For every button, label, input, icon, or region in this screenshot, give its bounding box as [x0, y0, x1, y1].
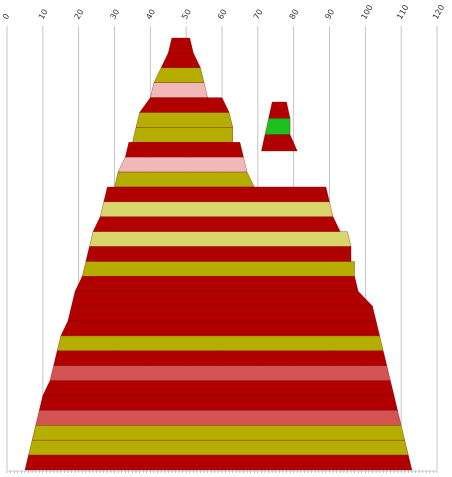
- band-red: [24, 454, 413, 471]
- x-tick-label: 0: [1, 12, 11, 21]
- band-olive: [31, 425, 405, 441]
- x-tick-label: 70: [252, 8, 265, 21]
- band-olive: [135, 112, 233, 128]
- stacked-bands: [24, 37, 413, 471]
- band-red: [42, 380, 395, 396]
- x-tick-label: 80: [288, 8, 301, 21]
- band-olive: [153, 67, 205, 83]
- band-red: [67, 305, 377, 322]
- band-light_yellow: [99, 201, 334, 217]
- band-red: [160, 52, 201, 68]
- band-olive: [82, 261, 355, 277]
- band-red: [71, 291, 373, 307]
- x-tick-label: 10: [37, 8, 50, 21]
- x-tick-label: 90: [323, 8, 336, 21]
- x-tick-label: 30: [108, 8, 121, 21]
- x-tick-label: 100: [359, 3, 374, 21]
- band-red: [268, 101, 291, 119]
- x-axis-tick-labels: 0 10 20 30 40 50 60 70 80 90 100 110 120: [1, 3, 446, 21]
- band-olive: [114, 171, 255, 188]
- band-red: [39, 395, 398, 411]
- band-light_yellow: [89, 231, 352, 247]
- band-pink: [35, 410, 402, 426]
- band-red: [60, 320, 380, 337]
- band-red: [261, 134, 298, 152]
- x-tick-label: 40: [144, 8, 157, 21]
- x-tick-label: 50: [180, 8, 193, 21]
- band-light_pink: [117, 157, 248, 173]
- band-red: [103, 186, 330, 203]
- band-red: [53, 350, 388, 366]
- band-red: [139, 97, 230, 113]
- band-pink: [49, 365, 391, 381]
- x-tick-label: 110: [395, 3, 410, 21]
- band-red: [168, 37, 194, 54]
- band-red: [125, 142, 244, 158]
- band-olive: [132, 127, 233, 143]
- x-tick-label: 60: [216, 8, 229, 21]
- band-green: [264, 118, 291, 135]
- x-tick-label: 20: [73, 8, 86, 21]
- band-red: [92, 216, 341, 232]
- x-tick-label: 120: [431, 3, 446, 21]
- band-olive: [56, 335, 384, 351]
- x-axis-baseline: [6, 470, 438, 473]
- band-light_pink: [150, 82, 208, 98]
- band-olive: [28, 440, 409, 456]
- band-red: [85, 246, 352, 262]
- band-red: [74, 276, 359, 292]
